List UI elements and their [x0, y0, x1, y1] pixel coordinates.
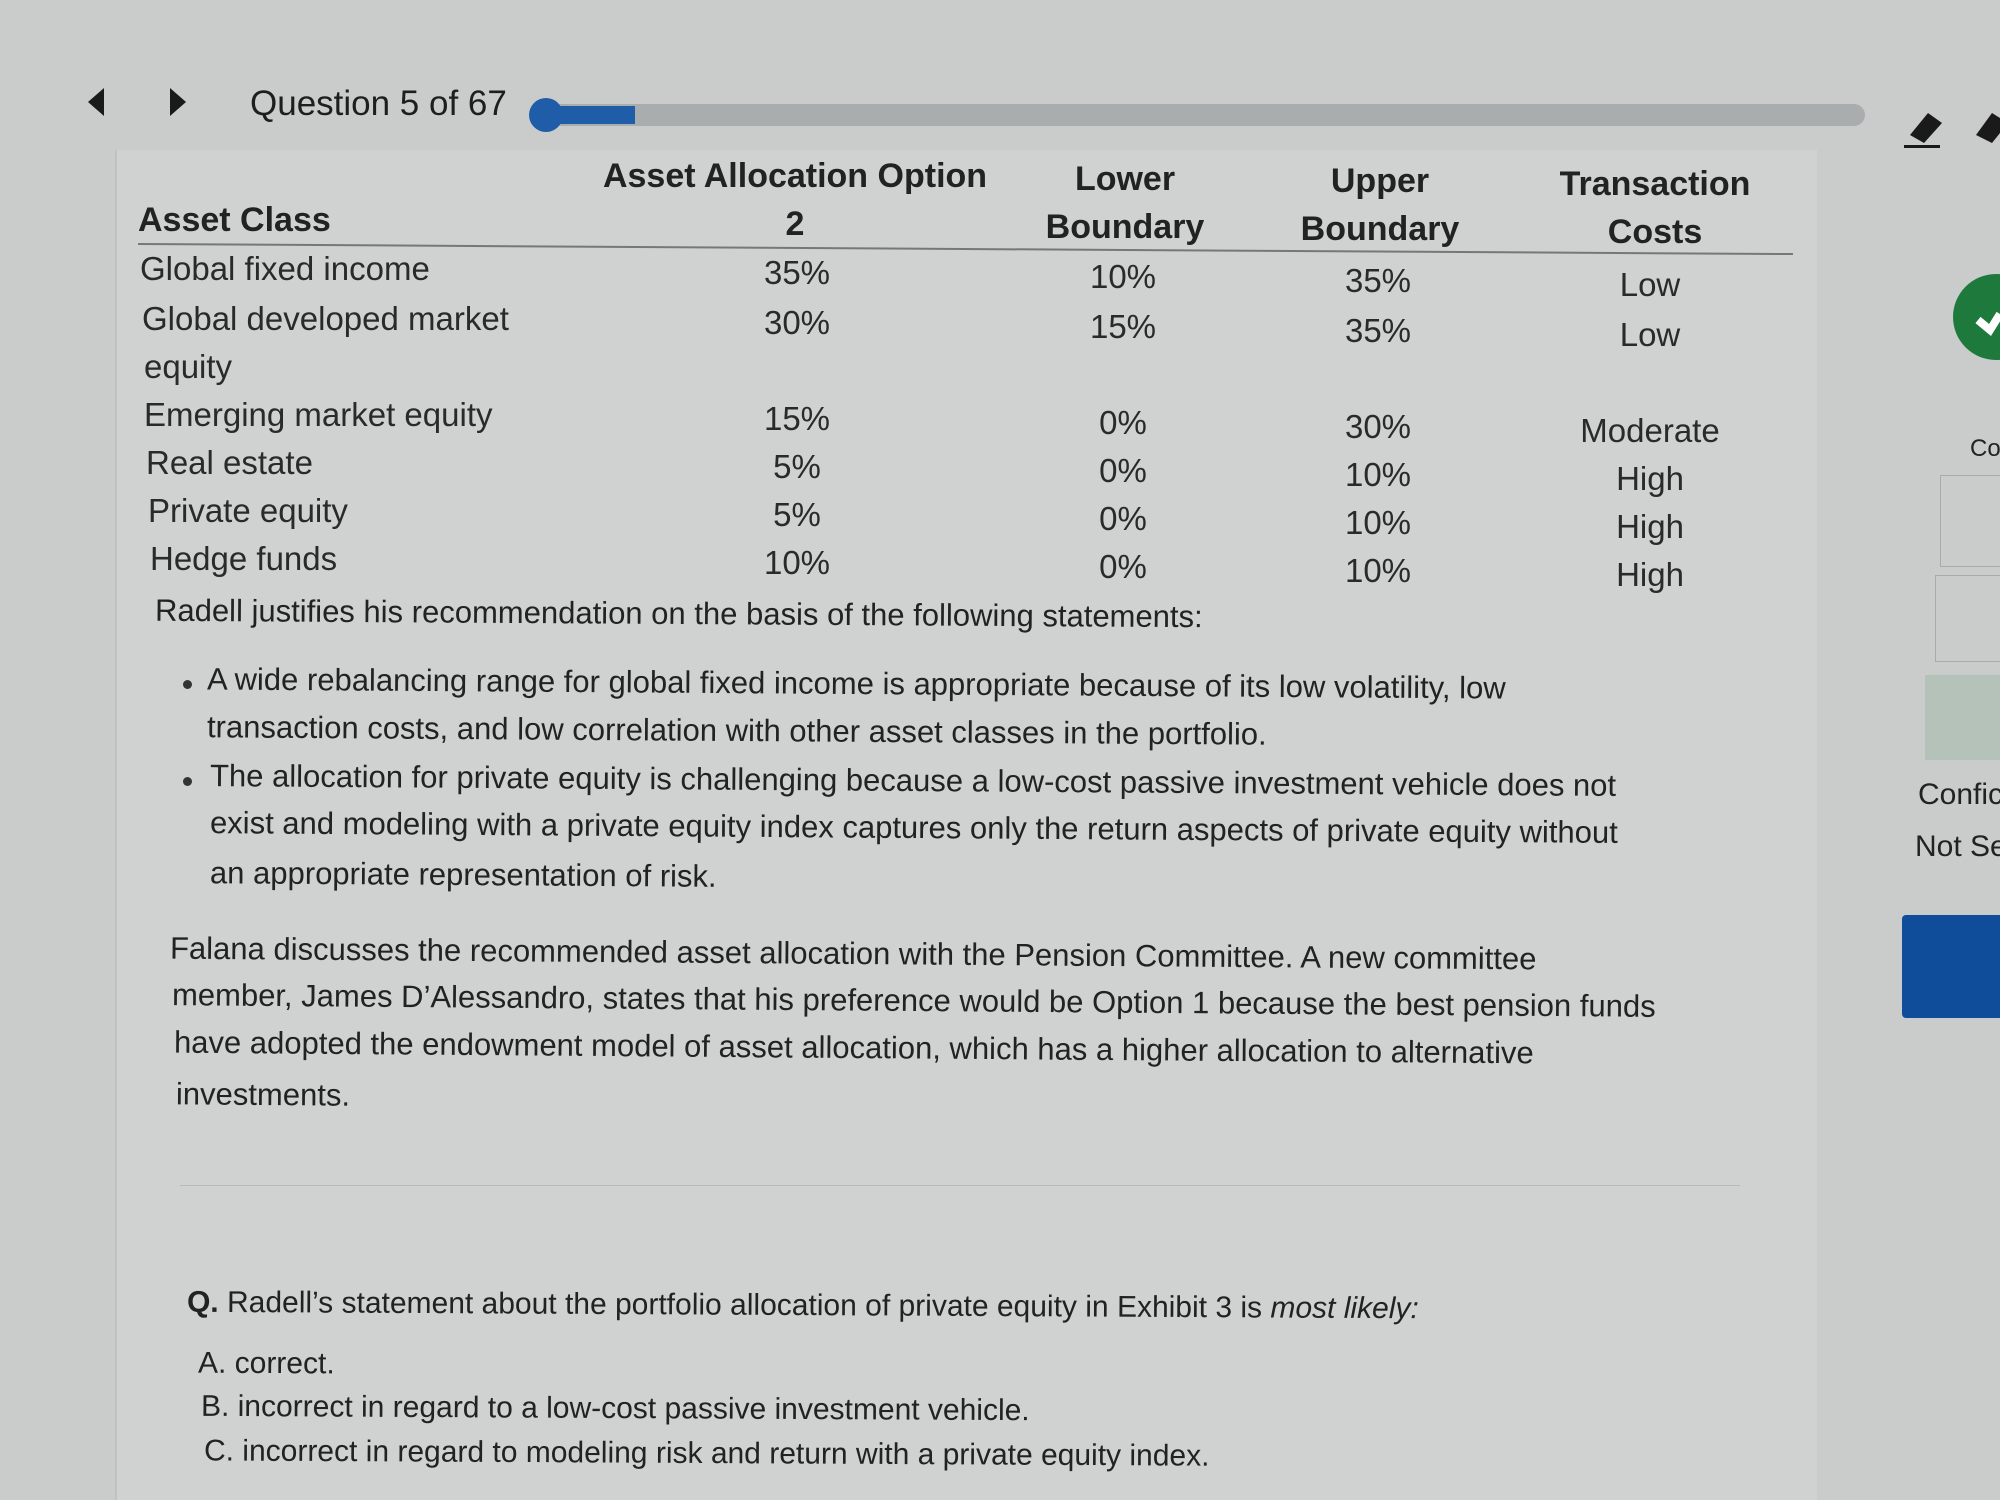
bullet-text: exist and modeling with a private equity… — [209, 805, 1618, 850]
question-stem: Q. Radell’s statement about the portfoli… — [186, 1285, 1419, 1326]
table-cell: 30% — [763, 304, 831, 341]
table-cell: Low — [1619, 266, 1681, 303]
confidence-option[interactable] — [1925, 675, 2000, 760]
bullet-icon — [183, 680, 192, 689]
asset-class-cell: Private equity — [148, 492, 348, 529]
progress-bar — [529, 98, 1865, 132]
confidence-value: Not Se — [1915, 830, 2000, 863]
header-asset-class: Asset Class — [138, 201, 331, 239]
table-cell: 15% — [1089, 308, 1157, 345]
table-cell: 5% — [773, 448, 821, 485]
bullet-text: an appropriate representation of risk. — [209, 855, 717, 894]
table-cell: 10% — [1344, 456, 1412, 493]
bullet-icon — [183, 777, 192, 786]
panel-label: Co — [1970, 435, 2000, 462]
answer-option[interactable]: A. correct. — [197, 1346, 335, 1381]
eraser-icon[interactable] — [1968, 105, 2000, 150]
table-cell: High — [1616, 508, 1684, 545]
paragraph-line: investments. — [175, 1076, 351, 1113]
table-cell: 10% — [1344, 552, 1412, 589]
intro-text: Radell justifies his recommendation on t… — [154, 592, 1203, 635]
header-option: Asset Allocation Option 2 — [602, 157, 988, 243]
bullet-text: transaction costs, and low correlation w… — [206, 709, 1267, 752]
answer-option[interactable]: C. incorrect in regard to modeling risk … — [203, 1434, 1210, 1473]
panel-box — [1935, 575, 2000, 662]
highlighter-icon[interactable] — [1900, 105, 1950, 150]
table-cell: 10% — [1344, 504, 1412, 541]
table-cell: High — [1616, 556, 1684, 593]
previous-question-button[interactable] — [88, 88, 104, 116]
table-cell: High — [1616, 460, 1684, 497]
table-cell: 10% — [763, 544, 831, 581]
asset-class-cell: Real estate — [146, 444, 313, 481]
table-cell: 10% — [1089, 258, 1157, 295]
table-cell: Moderate — [1580, 412, 1720, 449]
asset-class-cell: Hedge funds — [150, 540, 338, 577]
table-cell: 0% — [1099, 452, 1147, 489]
table-cell: 0% — [1099, 500, 1147, 537]
table-cell: 5% — [773, 496, 821, 533]
divider — [180, 1185, 1740, 1186]
bullet-text: A wide rebalancing range for global fixe… — [206, 661, 1506, 706]
table-cell: 35% — [1344, 312, 1412, 349]
table-cell: 35% — [763, 254, 831, 291]
table-cell: 15% — [763, 400, 831, 437]
question-content — [115, 150, 1817, 1500]
check-icon — [1953, 274, 2000, 360]
panel-box — [1940, 475, 2000, 567]
table-cell: Low — [1619, 316, 1681, 353]
header-lower-boundary: Lower Boundary — [1045, 160, 1205, 246]
confidence-label: Confic — [1918, 778, 2000, 811]
submit-button[interactable] — [1902, 915, 2000, 1018]
next-question-button[interactable] — [170, 88, 186, 116]
table-cell: 0% — [1099, 404, 1147, 441]
row-continuation: equity — [144, 348, 233, 385]
progress-knob — [529, 98, 563, 132]
asset-class-cell: Emerging market equity — [144, 396, 493, 433]
asset-class-cell: Global fixed income — [140, 250, 430, 287]
header-transaction-costs: Transaction Costs — [1559, 165, 1751, 251]
answer-option[interactable]: B. incorrect in regard to a low-cost pas… — [200, 1389, 1030, 1428]
header-upper-boundary: Upper Boundary — [1300, 162, 1460, 248]
table-cell: 30% — [1344, 408, 1412, 445]
table-cell: 0% — [1099, 548, 1147, 585]
table-cell: 35% — [1344, 262, 1412, 299]
question-counter: Question 5 of 67 — [250, 84, 507, 123]
asset-class-cell: Global developed market — [142, 300, 509, 337]
